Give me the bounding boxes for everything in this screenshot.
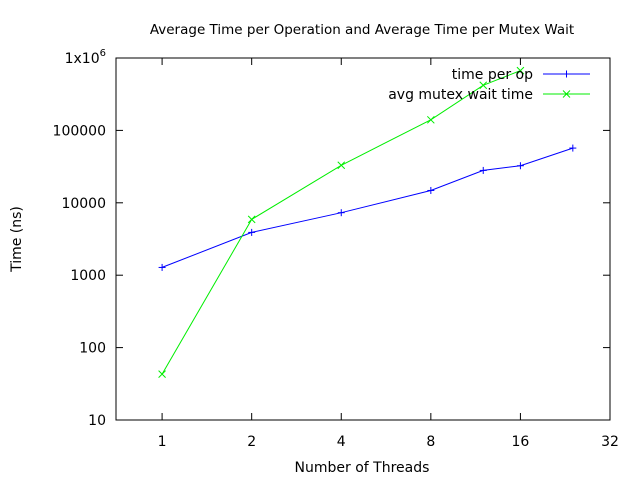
x-tick-label: 32 [601, 434, 619, 450]
data-point [158, 263, 166, 271]
legend-marker [562, 90, 571, 98]
y-tick-label: 1000 [70, 268, 106, 284]
x-tick-label: 1 [158, 434, 167, 450]
data-point [337, 209, 345, 217]
series-line-2 [161, 70, 521, 375]
data-point [479, 166, 487, 174]
y-tick-label: 10 [88, 413, 106, 429]
data-point [158, 370, 166, 378]
data-point [426, 115, 435, 124]
x-tick-label: 16 [512, 434, 530, 450]
series-layer [158, 66, 577, 378]
y-tick-label: 100 [79, 341, 106, 357]
data-point [248, 228, 256, 236]
y-tick-label-text: 10 [88, 413, 106, 429]
data-point [427, 186, 435, 194]
y-axis-ticks: 10 100 1000 10000 100000 1x106 [53, 48, 610, 429]
data-point [516, 162, 524, 170]
legend-label: avg mutex wait time [388, 87, 533, 103]
data-point [337, 161, 346, 170]
plot-frame [115, 57, 611, 421]
y-tick-label-text: 100 [79, 341, 106, 357]
data-point [516, 66, 525, 75]
y-tick-label-text: 100000 [53, 123, 106, 139]
legend-label: time per op [452, 67, 533, 83]
data-point [247, 215, 256, 224]
y-tick-label-text: 1x10 [65, 51, 100, 67]
x-axis-label: Number of Threads [295, 460, 430, 476]
data-point [569, 144, 577, 152]
y-tick-label-text: 1000 [70, 268, 106, 284]
y-tick-label: 100000 [53, 123, 106, 139]
x-tick-label: 2 [247, 434, 256, 450]
x-axis-ticks: 1 2 4 8 16 32 [158, 58, 619, 450]
data-point [479, 81, 488, 90]
chart-title: Average Time per Operation and Average T… [150, 22, 574, 38]
x-tick-label: 8 [426, 434, 435, 450]
legend: time per op avg mutex wait time [388, 67, 590, 103]
y-tick-label-text: 10000 [61, 196, 106, 212]
legend-marker [563, 70, 570, 78]
series-line-1 [161, 147, 573, 268]
y-tick-label: 1x106 [65, 48, 106, 67]
y-axis-label: Time (ns) [9, 206, 25, 273]
y-tick-label-exponent: 6 [100, 48, 106, 59]
x-tick-label: 4 [337, 434, 346, 450]
y-tick-label: 10000 [61, 196, 106, 212]
